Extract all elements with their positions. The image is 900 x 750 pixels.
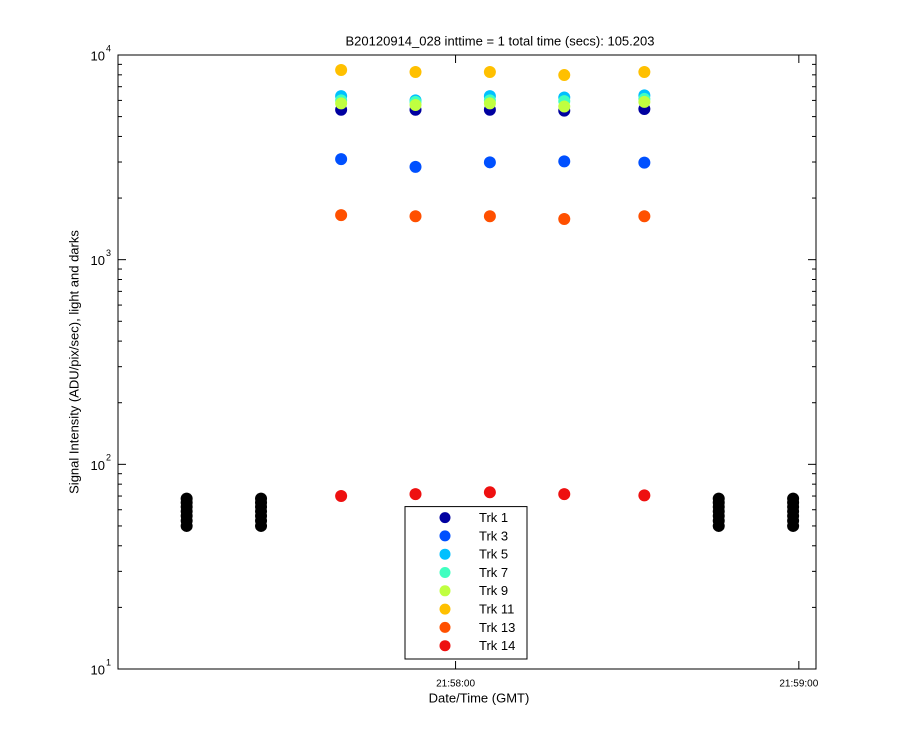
legend-label: Trk 1 [479, 510, 508, 525]
x-tick-label: 21:59:00 [779, 679, 818, 690]
data-point [638, 156, 651, 169]
legend-label: Trk 7 [479, 565, 508, 580]
chart-title: B20120914_028 inttime = 1 total time (se… [346, 33, 655, 48]
y-axis-label: Signal Intensity (ADU/pix/sec), light an… [66, 230, 81, 494]
data-point [335, 97, 348, 110]
data-point [409, 210, 422, 223]
data-point [409, 488, 422, 501]
y-tick-label: 10 [91, 458, 105, 473]
data-point [787, 492, 800, 505]
data-point [180, 492, 193, 505]
y-tick-exponent: 4 [106, 43, 111, 53]
data-point [483, 65, 496, 78]
data-point [483, 486, 496, 499]
data-point [712, 492, 725, 505]
x-tick-label: 21:58:00 [436, 679, 475, 690]
y-tick-exponent: 2 [106, 453, 111, 463]
x-axis-label: Date/Time (GMT) [429, 690, 530, 705]
legend-marker [439, 603, 451, 615]
data-point [255, 492, 268, 505]
data-point [335, 63, 348, 76]
y-tick-exponent: 3 [106, 248, 111, 258]
legend-label: Trk 5 [479, 547, 508, 562]
legend-label: Trk 11 [479, 602, 514, 617]
legend-marker [439, 567, 451, 578]
data-point [558, 100, 571, 113]
data-point [638, 489, 651, 502]
data-point [335, 209, 348, 222]
legend-label: Trk 13 [479, 620, 515, 635]
legend-marker [439, 548, 451, 560]
y-tick-label: 10 [91, 48, 105, 63]
data-point [483, 97, 496, 110]
data-point [335, 153, 348, 166]
data-point [558, 69, 571, 82]
data-point [638, 95, 651, 108]
y-tick-exponent: 1 [106, 657, 111, 667]
data-point [558, 155, 571, 168]
legend-box [404, 506, 528, 660]
legend-marker [439, 512, 451, 524]
data-point [638, 65, 651, 78]
plot-frame [117, 54, 817, 670]
y-tick-label: 10 [91, 662, 105, 677]
data-point [409, 65, 422, 78]
data-point [409, 160, 422, 173]
data-point [483, 210, 496, 223]
data-point [409, 98, 422, 111]
legend-marker [439, 585, 451, 597]
legend-marker [439, 640, 451, 652]
data-point [335, 490, 348, 503]
legend-label: Trk 14 [479, 638, 515, 653]
legend-label: Trk 3 [479, 528, 508, 543]
legend-marker [439, 621, 451, 633]
data-point [558, 488, 571, 501]
data-point [483, 156, 496, 169]
legend-label: Trk 9 [479, 583, 508, 598]
y-tick-label: 10 [91, 253, 105, 268]
legend-marker [439, 530, 451, 542]
data-point [638, 210, 651, 223]
data-point [558, 213, 571, 226]
